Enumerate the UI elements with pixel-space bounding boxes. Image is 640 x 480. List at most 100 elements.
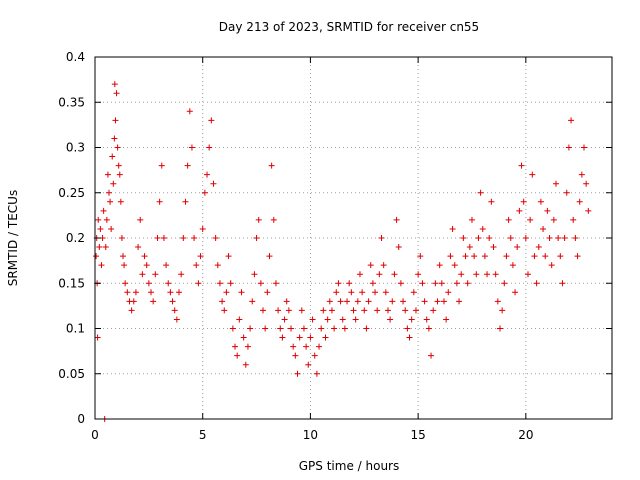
data-point (206, 144, 213, 151)
data-point (471, 253, 478, 260)
x-tick-label: 5 (199, 428, 207, 442)
data-point (305, 361, 312, 368)
data-point (193, 262, 200, 269)
data-point (434, 298, 441, 305)
data-point (316, 343, 323, 350)
data-point (372, 289, 379, 296)
data-point (438, 280, 445, 287)
data-point (542, 253, 549, 260)
data-point (475, 235, 482, 241)
data-point (509, 262, 516, 269)
data-point (298, 307, 305, 314)
data-point (318, 325, 325, 332)
data-point (148, 289, 155, 296)
data-point (139, 271, 146, 278)
data-point (565, 144, 572, 151)
data-point (320, 307, 327, 314)
data-point (339, 316, 346, 323)
data-point (529, 171, 536, 178)
data-point (367, 262, 374, 269)
data-point (462, 253, 469, 260)
data-point (128, 307, 135, 314)
data-point (361, 307, 368, 314)
data-point (425, 325, 432, 332)
x-tick-label: 10 (303, 428, 318, 442)
y-tick-label: 0.35 (58, 95, 85, 109)
data-point (391, 271, 398, 278)
data-point (247, 325, 254, 332)
data-point (501, 280, 508, 287)
data-point (116, 171, 123, 178)
data-point (376, 271, 383, 278)
data-point (156, 198, 163, 205)
data-point (322, 334, 329, 341)
data-point (199, 225, 206, 232)
data-point (516, 207, 523, 214)
data-point (546, 235, 553, 241)
data-point (154, 235, 161, 241)
y-tick-label: 0 (77, 412, 85, 426)
data-point (570, 216, 577, 223)
data-point (365, 298, 372, 305)
data-point (260, 307, 267, 314)
data-point (397, 280, 404, 287)
data-point (102, 244, 109, 251)
data-point (324, 316, 331, 323)
data-point (555, 235, 562, 241)
data-point (548, 262, 555, 269)
data-point (110, 180, 117, 187)
data-point (333, 289, 340, 296)
data-point (341, 325, 348, 332)
data-point (216, 280, 223, 287)
y-tick-label: 0.15 (58, 276, 85, 290)
data-point (533, 280, 540, 287)
data-point (550, 216, 557, 223)
data-point (152, 271, 159, 278)
y-tick-label: 0.05 (58, 367, 85, 381)
data-point (124, 289, 131, 296)
data-point (212, 235, 219, 241)
data-point (421, 298, 428, 305)
data-point (294, 370, 301, 377)
data-point (561, 235, 568, 241)
data-point (118, 235, 125, 241)
data-point (456, 298, 463, 305)
data-point (557, 253, 564, 260)
data-point (412, 307, 419, 314)
data-point (518, 162, 525, 169)
data-point (354, 298, 361, 305)
y-tick-label: 0.2 (66, 231, 85, 245)
data-point (195, 280, 202, 287)
data-point (408, 316, 415, 323)
data-point (453, 280, 460, 287)
data-point (348, 289, 355, 296)
data-point (531, 253, 538, 260)
x-axis-label: GPS time / hours (299, 459, 400, 473)
data-point (568, 117, 575, 124)
data-point (158, 162, 165, 169)
data-point (477, 189, 484, 196)
data-point (576, 198, 583, 205)
data-point (494, 298, 501, 305)
data-point (115, 162, 122, 169)
data-point (468, 216, 475, 223)
data-point (406, 334, 413, 341)
data-point (103, 216, 110, 223)
data-point (544, 207, 551, 214)
data-point (143, 262, 150, 269)
data-point (432, 280, 439, 287)
data-point (449, 225, 456, 232)
data-point (137, 216, 144, 223)
data-point (344, 298, 351, 305)
data-point (350, 307, 357, 314)
data-point (535, 244, 542, 251)
y-tick-label: 0.25 (58, 186, 85, 200)
data-point (303, 343, 310, 350)
data-point (507, 235, 514, 241)
data-point (275, 307, 282, 314)
x-tick-label: 20 (518, 428, 533, 442)
x-tick-label: 15 (410, 428, 425, 442)
data-point (400, 298, 407, 305)
data-point (309, 316, 316, 323)
data-point (583, 180, 590, 187)
